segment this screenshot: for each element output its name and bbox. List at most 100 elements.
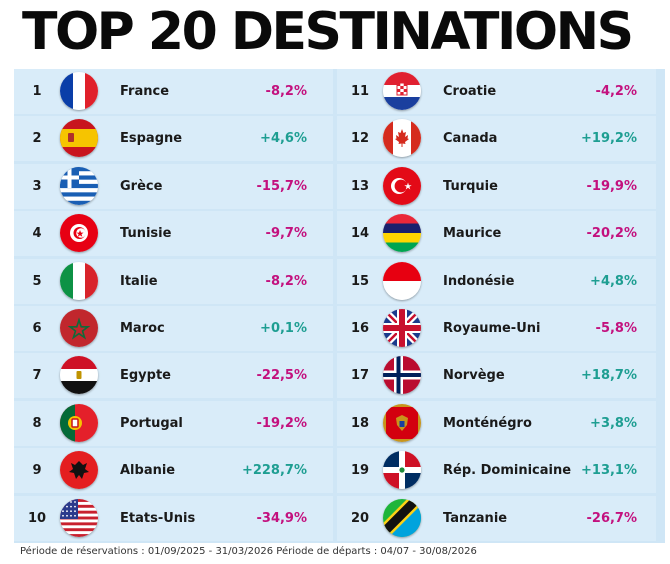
footnote: Période de réservations : 01/09/2025 - 3… — [20, 546, 477, 557]
rank-number: 15 — [350, 273, 370, 289]
egypt-flag-icon — [60, 356, 98, 395]
canada-flag-icon — [383, 119, 421, 158]
dominican-republic-flag-icon — [383, 451, 421, 490]
change-value: +4,8% — [590, 273, 637, 289]
change-value: -4,2% — [595, 84, 637, 99]
indonesia-flag-icon — [383, 261, 421, 300]
italy-flag-icon — [60, 261, 98, 300]
change-value: +4,6% — [260, 131, 307, 147]
spain-flag-icon — [60, 119, 98, 158]
rank-number: 5 — [32, 273, 42, 289]
change-value: +3,8% — [590, 415, 637, 431]
rank-number: 9 — [32, 463, 42, 479]
tunisia-flag-icon — [60, 214, 98, 253]
rank-number: 17 — [350, 368, 370, 384]
table-row: 15 Indonésie +4,8% — [337, 258, 656, 304]
table-column-right: 11 Croatie -4,2% 12 Canada +19,2% 13 Turquie -19… — [337, 69, 656, 543]
destination-name: Rép. Dominicaine — [443, 463, 572, 479]
rank-number: 20 — [350, 510, 370, 526]
croatia-flag-icon — [383, 72, 421, 110]
mauritius-flag-icon — [383, 214, 421, 253]
table-row: 14 Maurice -20,2% — [337, 211, 656, 257]
destination-name: Norvège — [443, 368, 505, 384]
rank-number: 12 — [350, 131, 370, 147]
tanzania-flag-icon — [383, 498, 421, 537]
change-value: +13,1% — [581, 463, 637, 479]
change-value: -22,5% — [256, 368, 308, 384]
table-row: 10 Etats-Unis -34,9% — [14, 495, 333, 541]
rank-number: 13 — [350, 178, 370, 194]
montenegro-flag-icon — [383, 403, 421, 442]
table-row: 1 France -8,2% — [14, 69, 333, 114]
destination-name: Indonésie — [443, 273, 515, 289]
table-row: 5 Italie -8,2% — [14, 258, 333, 304]
rank-number: 4 — [32, 226, 42, 242]
change-value: -8,2% — [265, 273, 307, 289]
destination-name: Tunisie — [120, 226, 172, 242]
destination-name: Monténégro — [443, 415, 532, 431]
destination-name: Tanzanie — [443, 510, 508, 526]
change-value: -19,9% — [586, 178, 638, 194]
destination-name: France — [120, 84, 170, 99]
rank-number: 16 — [350, 321, 370, 336]
portugal-flag-icon — [60, 403, 98, 442]
table-row: 6 Maroc +0,1% — [14, 306, 333, 351]
table-row: 17 Norvège +18,7% — [337, 353, 656, 399]
table-row: 19 Rép. Dominicaine +13,1% — [337, 448, 656, 494]
change-value: -9,7% — [265, 226, 307, 242]
table-row: 20 Tanzanie -26,7% — [337, 495, 656, 541]
destination-name: Croatie — [443, 84, 497, 99]
rank-number: 6 — [32, 321, 42, 336]
destination-name: Italie — [120, 273, 158, 289]
table-row: 11 Croatie -4,2% — [337, 69, 656, 114]
destination-name: Albanie — [120, 463, 176, 479]
destination-name: Etats-Unis — [120, 510, 196, 526]
rank-number: 10 — [27, 510, 47, 526]
norway-flag-icon — [383, 356, 421, 395]
uk-flag-icon — [383, 309, 421, 347]
usa-flag-icon — [60, 498, 98, 537]
table-row: 13 Turquie -19,9% — [337, 163, 656, 209]
change-value: -19,2% — [256, 415, 308, 431]
greece-flag-icon — [60, 166, 98, 205]
destination-name: Grèce — [120, 178, 163, 194]
france-flag-icon — [60, 72, 98, 110]
change-value: -15,7% — [256, 178, 308, 194]
destinations-table: 1 France -8,2% 2 Espagne +4,6% 3 Grèce -15,7% 4 Tu… — [14, 69, 665, 543]
table-row: 16 Royaume-Uni -5,8% — [337, 306, 656, 351]
table-row: 7 Egypte -22,5% — [14, 353, 333, 399]
table-row: 18 Monténégro +3,8% — [337, 400, 656, 446]
change-value: -8,2% — [265, 84, 307, 99]
table-row: 12 Canada +19,2% — [337, 116, 656, 162]
destination-name: Espagne — [120, 131, 183, 147]
albania-flag-icon — [60, 451, 98, 490]
rank-number: 11 — [350, 84, 370, 99]
table-row: 3 Grèce -15,7% — [14, 163, 333, 209]
destination-name: Egypte — [120, 368, 171, 384]
destination-name: Canada — [443, 131, 498, 147]
rank-number: 7 — [32, 368, 42, 384]
table-row: 4 Tunisie -9,7% — [14, 211, 333, 257]
rank-number: 8 — [32, 415, 42, 431]
morocco-flag-icon — [60, 309, 98, 347]
change-value: -34,9% — [256, 510, 308, 526]
change-value: -5,8% — [595, 321, 637, 336]
page-title: TOP 20 DESTINATIONS — [22, 2, 634, 62]
rank-number: 19 — [350, 463, 370, 479]
table-row: 9 Albanie +228,7% — [14, 448, 333, 494]
table-column-left: 1 France -8,2% 2 Espagne +4,6% 3 Grèce -15,7% 4 Tu… — [14, 69, 333, 543]
change-value: +0,1% — [260, 321, 307, 336]
change-value: +228,7% — [241, 463, 307, 479]
change-value: -26,7% — [586, 510, 638, 526]
change-value: +18,7% — [581, 368, 637, 384]
rank-number: 3 — [32, 178, 42, 194]
destination-name: Maroc — [120, 321, 165, 336]
change-value: +19,2% — [581, 131, 637, 147]
destination-name: Royaume-Uni — [443, 321, 541, 336]
turkey-flag-icon — [383, 166, 421, 205]
rank-number: 14 — [350, 226, 370, 242]
destination-name: Maurice — [443, 226, 502, 242]
change-value: -20,2% — [586, 226, 638, 242]
table-row: 2 Espagne +4,6% — [14, 116, 333, 162]
destination-name: Turquie — [443, 178, 498, 194]
